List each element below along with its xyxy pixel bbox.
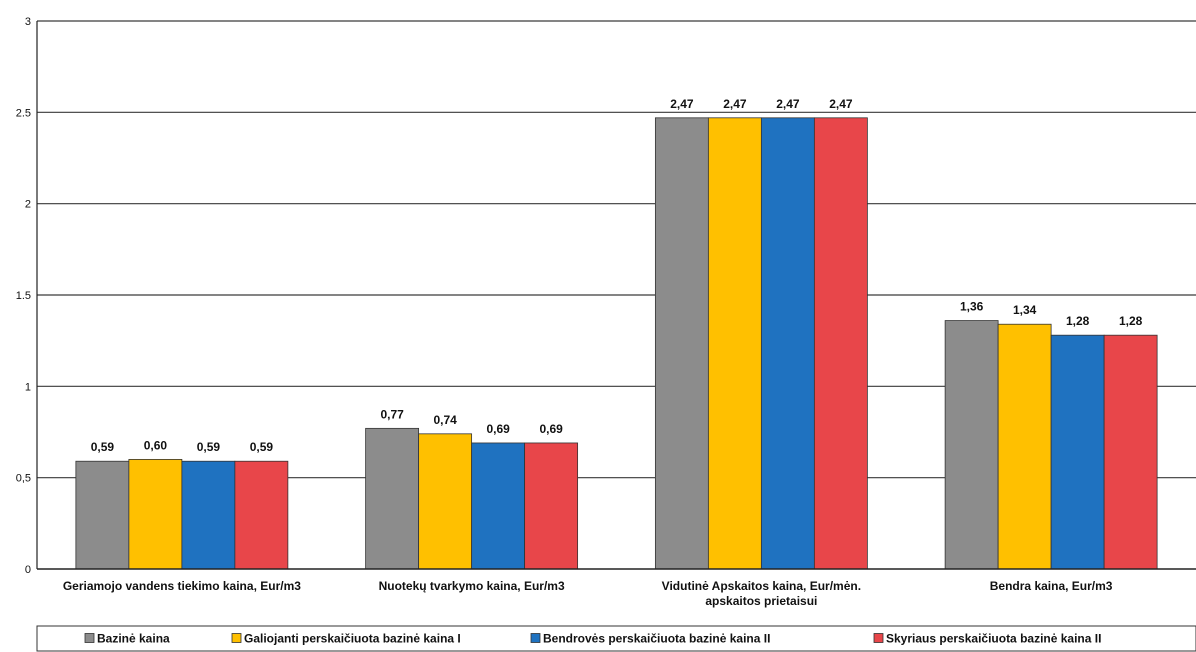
y-tick-label: 1.5: [16, 290, 31, 302]
data-label: 1,28: [1066, 314, 1090, 328]
x-tick-label: Nuotekų tvarkymo kaina, Eur/m3: [379, 579, 565, 593]
legend-label: Bazinė kaina: [97, 632, 170, 646]
legend-swatch: [84, 633, 95, 643]
data-label: 2,47: [829, 97, 853, 111]
legend-box: [36, 625, 1196, 652]
bars: [75, 117, 1158, 570]
bar: [524, 442, 579, 570]
data-label: 0,74: [433, 413, 457, 427]
data-label: 0,69: [486, 422, 510, 436]
bar: [75, 460, 130, 570]
data-label: 0,59: [91, 440, 115, 454]
bar: [1103, 334, 1158, 570]
data-label: 0,59: [250, 440, 274, 454]
bar: [707, 117, 762, 570]
bar: [181, 460, 236, 570]
value-labels: 0,59 0,60 0,59 0,59 0,77 0,74 0,69 0,69 2,47 2,47…: [91, 97, 1143, 454]
data-label: 2,47: [723, 97, 747, 111]
x-tick-label: apskaitos prietaisui: [705, 594, 817, 608]
bar: [760, 117, 815, 570]
data-label: 0,59: [197, 440, 221, 454]
data-label: 0,69: [539, 422, 563, 436]
bar: [944, 320, 999, 570]
bar: [813, 117, 868, 570]
axes: 0 0,5 1 1.5 2 2.5 3 Geriamojo vandens tiekimo k…: [16, 16, 1196, 608]
y-tick-label: 0,5: [16, 473, 31, 485]
bar: [997, 323, 1052, 570]
bar: [128, 458, 183, 570]
legend: Bazinė kaina Galiojanti perskaičiuota baz…: [36, 625, 1196, 652]
legend-swatch: [530, 633, 541, 643]
data-label: 1,34: [1013, 303, 1037, 317]
data-label: 0,77: [380, 407, 404, 421]
y-tick-label: 0: [25, 564, 31, 576]
bar: [234, 460, 289, 570]
legend-swatch: [873, 633, 884, 643]
y-tick-label: 1: [25, 381, 31, 393]
legend-label: Galiojanti perskaičiuota bazinė kaina I: [244, 632, 461, 646]
x-tick-label: Geriamojo vandens tiekimo kaina, Eur/m3: [63, 579, 301, 593]
bar: [418, 433, 473, 570]
legend-swatch: [231, 633, 242, 643]
data-label: 1,28: [1119, 314, 1143, 328]
data-label: 2,47: [776, 97, 800, 111]
x-tick-label: Vidutinė Apskaitos kaina, Eur/mėn.: [662, 579, 861, 593]
data-label: 0,60: [144, 438, 168, 452]
y-tick-label: 2.5: [16, 107, 31, 119]
bar: [365, 427, 420, 570]
y-tick-label: 3: [25, 16, 31, 28]
bar: [471, 442, 526, 570]
data-label: 2,47: [670, 97, 694, 111]
bar: [1050, 334, 1105, 570]
legend-label: Bendrovės perskaičiuota bazinė kaina II: [543, 632, 770, 646]
x-tick-label: Bendra kaina, Eur/m3: [990, 579, 1113, 593]
data-label: 1,36: [960, 300, 984, 314]
bar: [654, 117, 709, 570]
y-tick-label: 2: [25, 199, 31, 211]
legend-label: Skyriaus perskaičiuota bazinė kaina II: [886, 632, 1101, 646]
